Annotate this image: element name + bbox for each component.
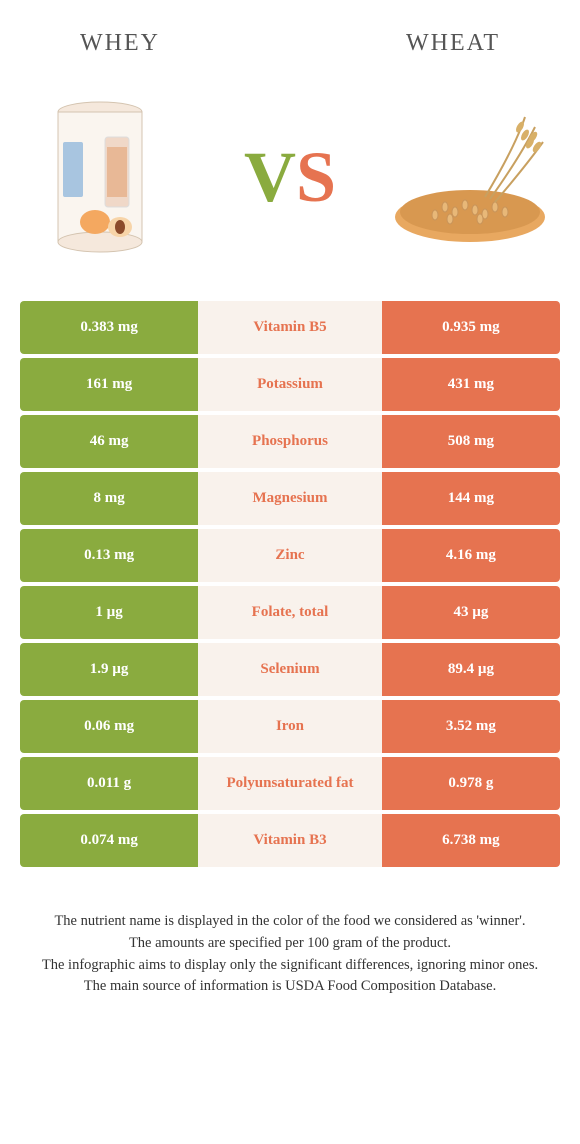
table-row: 0.13 mgZinc4.16 mg xyxy=(20,529,560,582)
nutrient-name: Vitamin B3 xyxy=(198,814,382,867)
vs-v: V xyxy=(244,137,296,217)
nutrient-name: Selenium xyxy=(198,643,382,696)
table-row: 0.06 mgIron3.52 mg xyxy=(20,700,560,753)
whey-icon xyxy=(45,92,175,262)
wheat-icon xyxy=(385,107,555,247)
value-left: 1.9 µg xyxy=(20,643,198,696)
title-right: WHEAT xyxy=(406,30,500,57)
nutrient-name: Iron xyxy=(198,700,382,753)
value-right: 89.4 µg xyxy=(382,643,560,696)
footer-line-1: The nutrient name is displayed in the co… xyxy=(30,911,550,933)
vs-label: VS xyxy=(244,136,336,219)
table-row: 1 µgFolate, total43 µg xyxy=(20,586,560,639)
value-left: 0.383 mg xyxy=(20,301,198,354)
title-left: WHEY xyxy=(80,30,160,57)
value-left: 46 mg xyxy=(20,415,198,468)
nutrient-name: Polyunsaturated fat xyxy=(198,757,382,810)
footer-line-3: The infographic aims to display only the… xyxy=(30,955,550,977)
table-row: 1.9 µgSelenium89.4 µg xyxy=(20,643,560,696)
value-left: 1 µg xyxy=(20,586,198,639)
table-row: 0.074 mgVitamin B36.738 mg xyxy=(20,814,560,867)
nutrient-name: Magnesium xyxy=(198,472,382,525)
nutrient-name: Folate, total xyxy=(198,586,382,639)
value-right: 4.16 mg xyxy=(382,529,560,582)
value-right: 0.978 g xyxy=(382,757,560,810)
footer-notes: The nutrient name is displayed in the co… xyxy=(0,871,580,1018)
table-row: 0.383 mgVitamin B50.935 mg xyxy=(20,301,560,354)
table-row: 161 mgPotassium431 mg xyxy=(20,358,560,411)
value-left: 0.06 mg xyxy=(20,700,198,753)
images-row: VS xyxy=(0,67,580,297)
value-right: 144 mg xyxy=(382,472,560,525)
value-right: 43 µg xyxy=(382,586,560,639)
value-right: 0.935 mg xyxy=(382,301,560,354)
value-left: 0.074 mg xyxy=(20,814,198,867)
wheat-image xyxy=(380,87,560,267)
table-row: 8 mgMagnesium144 mg xyxy=(20,472,560,525)
value-left: 0.011 g xyxy=(20,757,198,810)
whey-image xyxy=(20,87,200,267)
table-row: 46 mgPhosphorus508 mg xyxy=(20,415,560,468)
footer-line-4: The main source of information is USDA F… xyxy=(30,976,550,998)
vs-s: S xyxy=(296,137,336,217)
value-left: 8 mg xyxy=(20,472,198,525)
nutrient-name: Zinc xyxy=(198,529,382,582)
comparison-table: 0.383 mgVitamin B50.935 mg161 mgPotassiu… xyxy=(20,297,560,871)
value-left: 161 mg xyxy=(20,358,198,411)
table-row: 0.011 gPolyunsaturated fat0.978 g xyxy=(20,757,560,810)
value-right: 6.738 mg xyxy=(382,814,560,867)
nutrient-name: Potassium xyxy=(198,358,382,411)
value-left: 0.13 mg xyxy=(20,529,198,582)
value-right: 3.52 mg xyxy=(382,700,560,753)
nutrient-name: Vitamin B5 xyxy=(198,301,382,354)
value-right: 431 mg xyxy=(382,358,560,411)
nutrient-name: Phosphorus xyxy=(198,415,382,468)
footer-line-2: The amounts are specified per 100 gram o… xyxy=(30,933,550,955)
header: WHEY WHEAT xyxy=(0,0,580,67)
value-right: 508 mg xyxy=(382,415,560,468)
